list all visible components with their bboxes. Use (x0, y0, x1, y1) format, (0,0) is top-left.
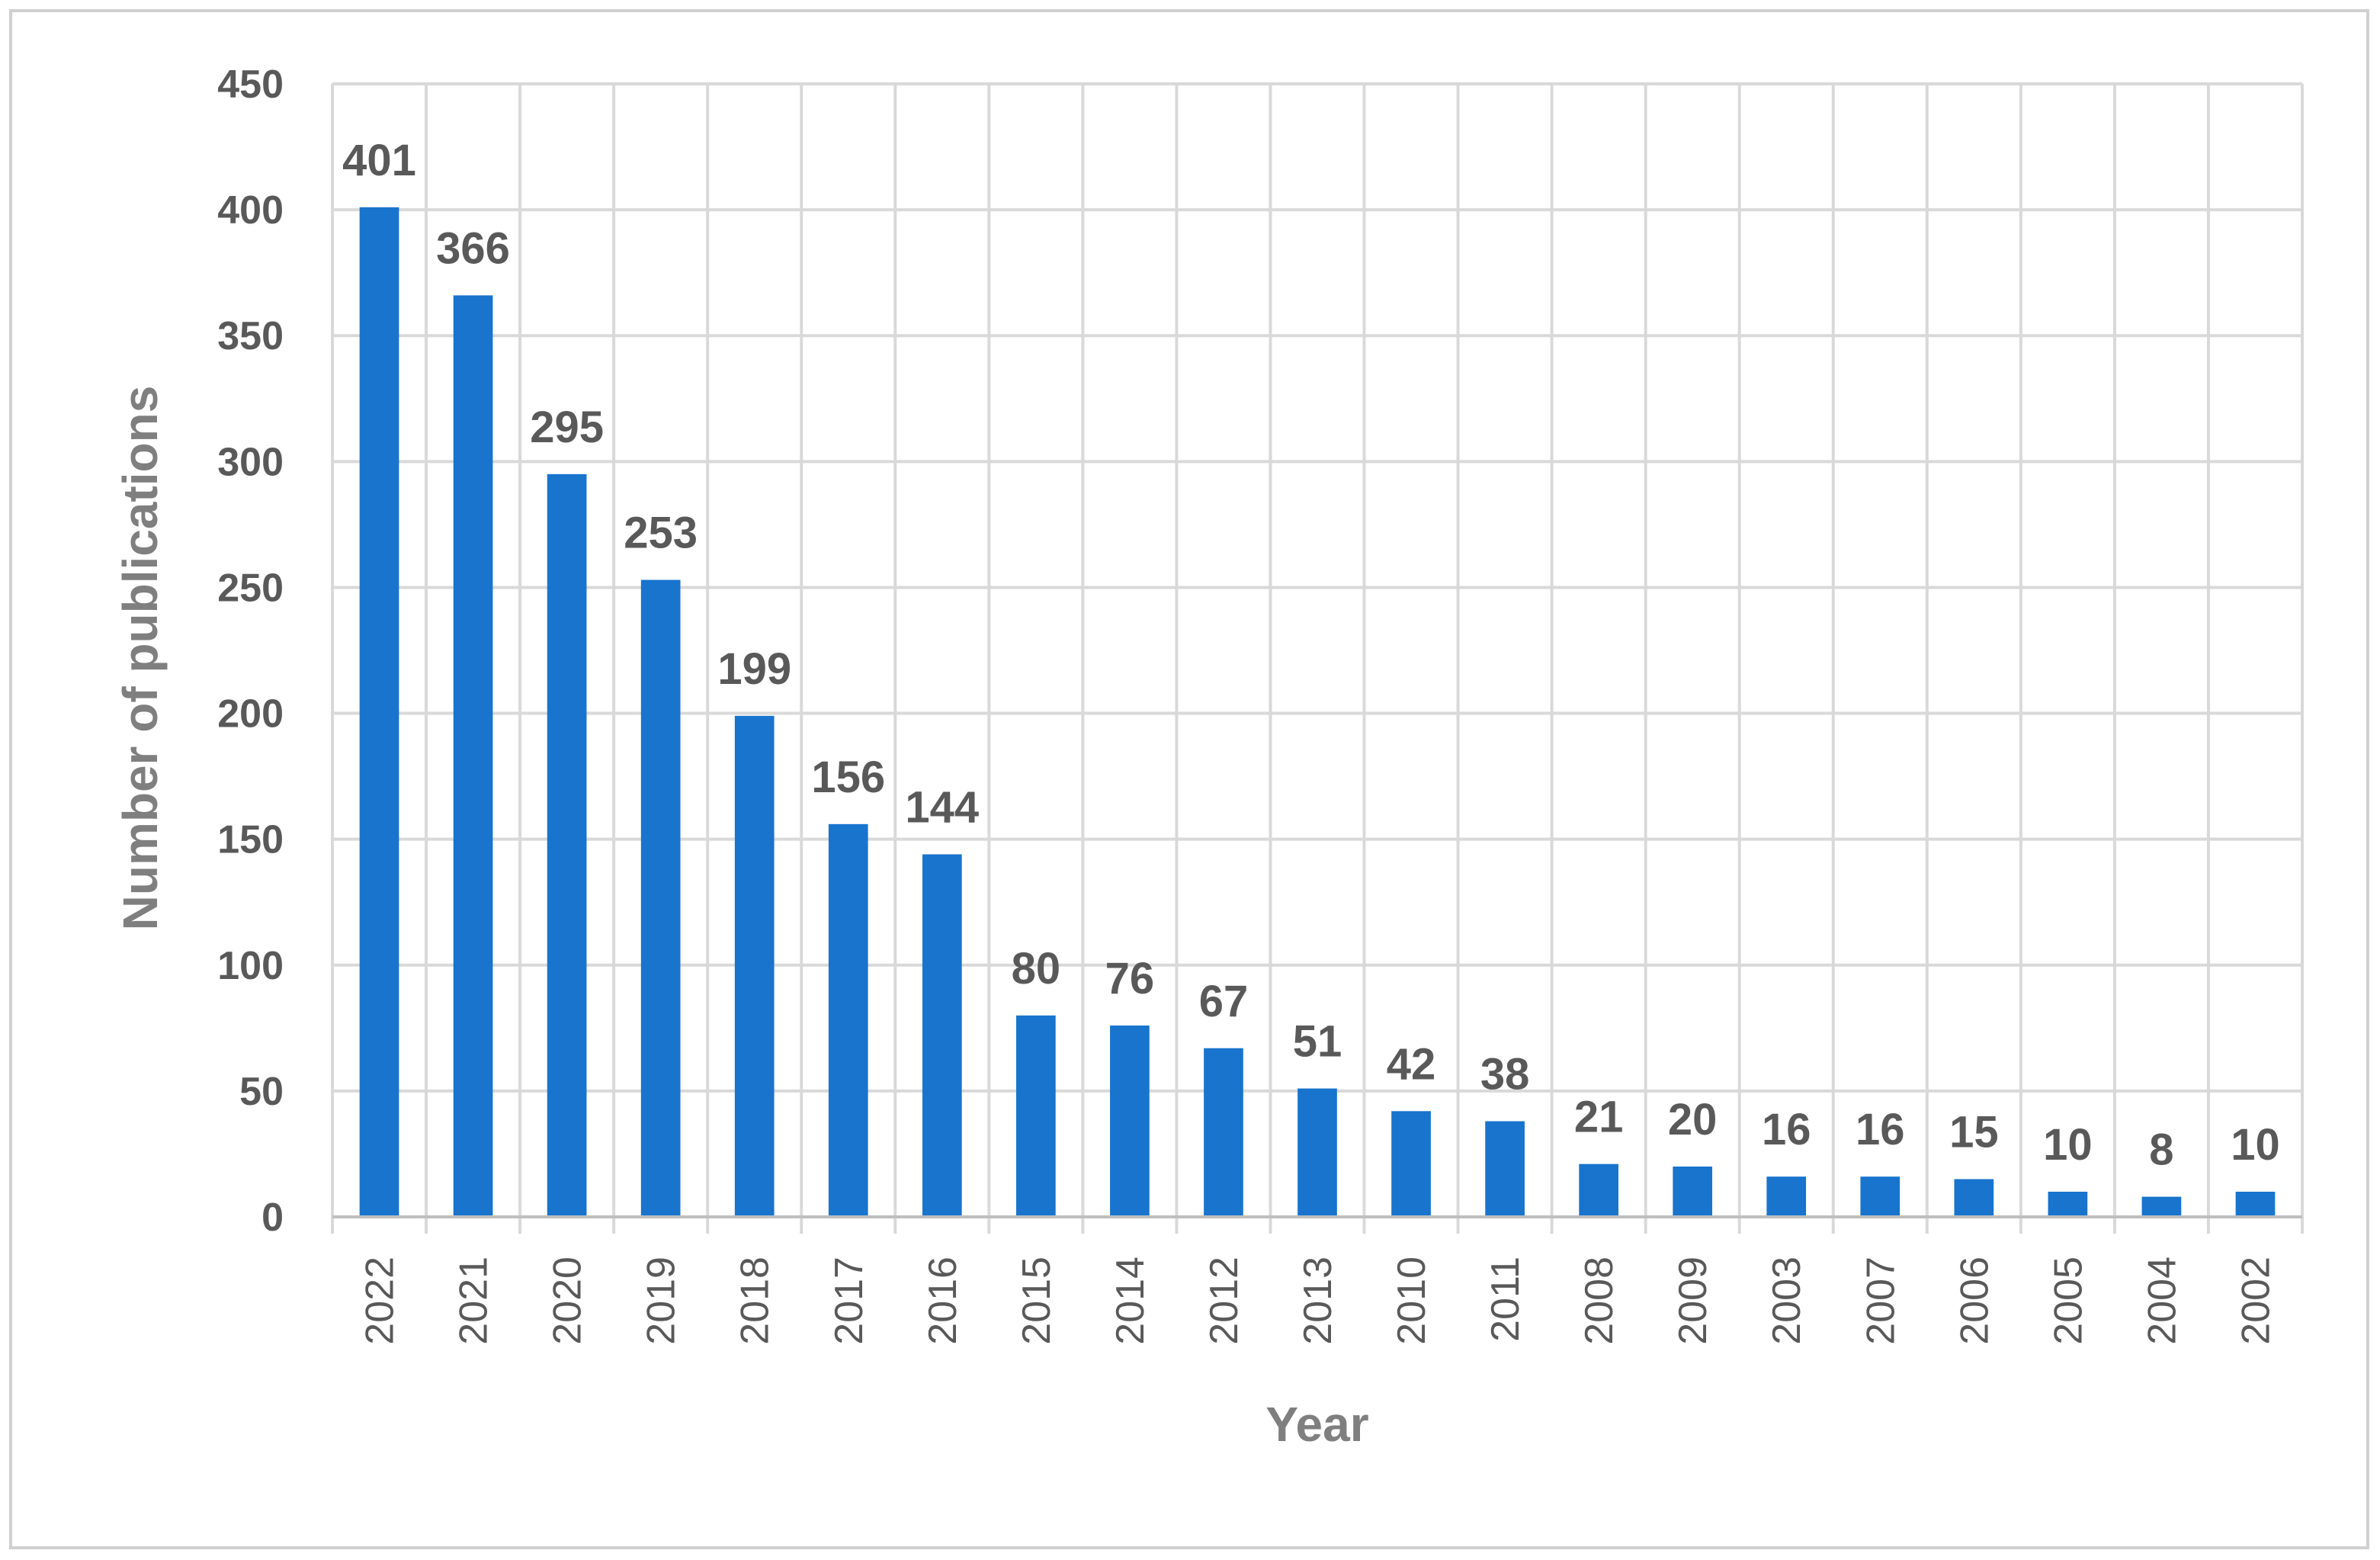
data-label-2009: 20 (1668, 1095, 1718, 1144)
x-tick-label: 2012 (1202, 1257, 1246, 1345)
y-tick-label: 200 (217, 692, 284, 737)
y-tick-label: 250 (217, 566, 284, 610)
bar-2010 (1391, 1111, 1431, 1217)
x-tick-label: 2006 (1952, 1257, 1997, 1345)
bar-2007 (1860, 1176, 1900, 1217)
data-label-2003: 16 (1762, 1105, 1811, 1154)
x-tick-label: 2017 (827, 1257, 871, 1345)
bar-2008 (1579, 1164, 1618, 1217)
data-label-2011: 38 (1480, 1050, 1530, 1099)
bar-2004 (2141, 1196, 2182, 1217)
x-tick-label: 2016 (921, 1257, 965, 1345)
bar-2009 (1673, 1166, 1713, 1217)
data-label-2005: 10 (2043, 1120, 2093, 1170)
data-label-2015: 80 (1012, 944, 1061, 993)
bar-2016 (922, 854, 962, 1217)
data-labels: 401 366 295 253 199 156 144 80 76 67 51 42 38 21 20 16 1… (342, 136, 2280, 1175)
data-label-2020: 295 (530, 403, 604, 452)
data-label-2016: 144 (905, 782, 979, 832)
bar-2006 (1954, 1179, 1994, 1217)
data-label-2004: 8 (2149, 1125, 2173, 1175)
y-tick-label: 100 (217, 944, 284, 988)
data-label-2012: 67 (1199, 977, 1249, 1026)
x-tick-label: 2011 (1483, 1257, 1528, 1342)
y-axis-title: Number of publications (113, 386, 168, 931)
data-label-2010: 42 (1387, 1039, 1436, 1089)
bar-2005 (2048, 1191, 2088, 1217)
data-label-2002: 10 (2231, 1120, 2280, 1170)
data-label-2017: 156 (811, 753, 885, 802)
data-label-2014: 76 (1105, 954, 1155, 1003)
bar-2020 (547, 473, 587, 1217)
x-tick-label: 2003 (1765, 1257, 1809, 1345)
x-tick-label: 2005 (2046, 1257, 2090, 1345)
x-tick-label: 2019 (640, 1257, 684, 1345)
x-tick-label: 2022 (358, 1257, 403, 1345)
y-tick-label: 300 (217, 440, 284, 484)
x-tick-label: 2021 (452, 1257, 496, 1345)
bar-2003 (1766, 1176, 1807, 1217)
x-tick-label: 2009 (1671, 1257, 1715, 1345)
data-label-2022: 401 (342, 136, 416, 185)
x-tick-label: 2010 (1390, 1257, 1434, 1345)
x-tick-label: 2015 (1015, 1257, 1059, 1345)
bar-2011 (1485, 1121, 1525, 1217)
gridlines (331, 82, 2304, 1217)
bar-2021 (453, 295, 493, 1217)
bar-2017 (828, 823, 868, 1217)
data-label-2021: 366 (436, 223, 510, 273)
bars (359, 207, 2276, 1218)
x-tick-label: 2007 (1859, 1257, 1903, 1345)
y-tick-label: 450 (217, 63, 284, 107)
y-tick-label: 400 (217, 188, 284, 233)
x-tick-label: 2002 (2234, 1257, 2278, 1345)
bar-2013 (1297, 1088, 1337, 1217)
bar-2015 (1016, 1015, 1056, 1217)
x-tick-label: 2014 (1108, 1257, 1153, 1345)
data-label-2006: 15 (1949, 1107, 1999, 1157)
y-tick-label: 50 (239, 1070, 284, 1114)
x-axis-title: Year (1265, 1397, 1368, 1452)
y-tick-label: 150 (217, 818, 284, 862)
chart-frame (9, 9, 2369, 1549)
x-tick-label: 2013 (1296, 1257, 1340, 1345)
x-tick-label: 2008 (1577, 1257, 1621, 1345)
data-label-2007: 16 (1856, 1105, 1905, 1154)
y-tick-label: 0 (261, 1196, 284, 1240)
x-tick-label: 2020 (546, 1257, 590, 1345)
bar-2002 (2235, 1191, 2276, 1217)
bar-2012 (1204, 1048, 1243, 1217)
bar-2019 (640, 579, 681, 1217)
data-label-2008: 21 (1574, 1093, 1624, 1142)
x-tick-label: 2004 (2140, 1257, 2184, 1345)
y-tick-label: 350 (217, 314, 284, 358)
bar-2018 (734, 715, 775, 1217)
bar-2014 (1110, 1026, 1150, 1217)
data-label-2013: 51 (1293, 1017, 1342, 1067)
bar-2022 (359, 207, 399, 1218)
data-label-2019: 253 (624, 509, 698, 558)
data-label-2018: 199 (717, 644, 791, 694)
x-tick-label: 2018 (733, 1257, 778, 1345)
